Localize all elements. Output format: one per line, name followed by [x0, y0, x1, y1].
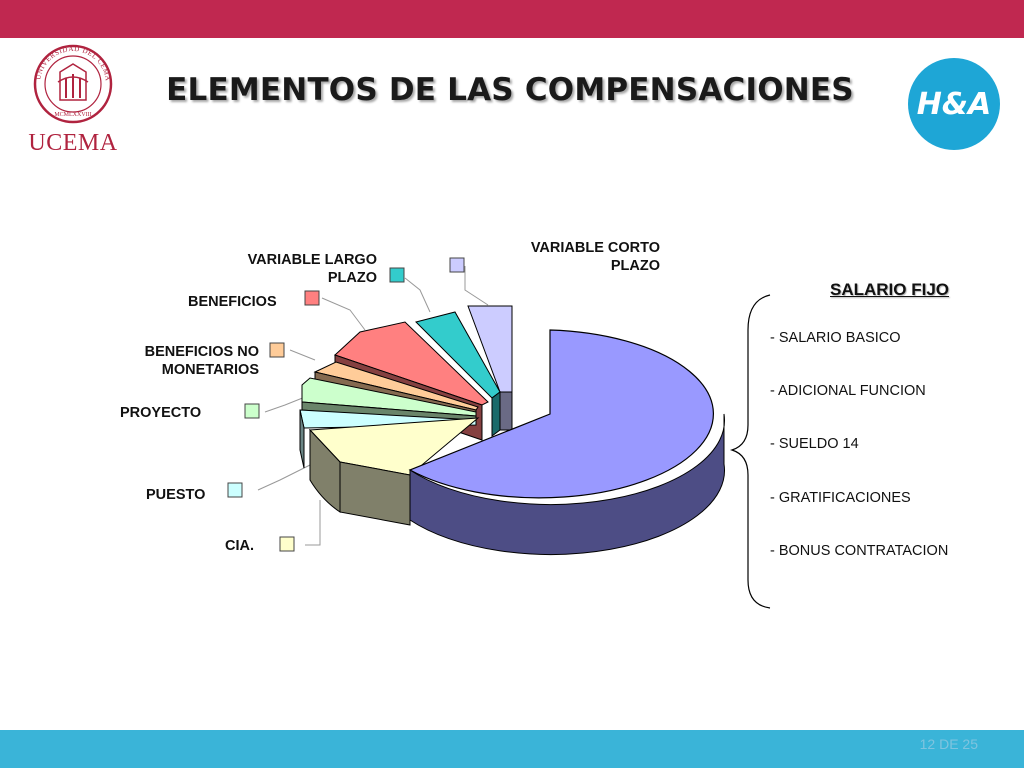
leader-line-cia	[305, 500, 321, 546]
leader-lines	[257, 266, 489, 546]
slice-salario-fijo	[408, 329, 725, 555]
slice-cia	[308, 417, 480, 526]
salario-fijo-title: SALARIO FIJO	[830, 280, 950, 299]
svg-text:MCMLXXVIII: MCMLXXVIII	[54, 112, 91, 118]
label-beneficios: BENEFICIOS	[188, 294, 277, 310]
top-bar	[0, 0, 1024, 38]
label-variable-largo: VARIABLE LARGO PLAZO	[247, 252, 377, 286]
ucema-seal-logo: UNIVERSIDAD DEL CEMA MCMLXXVIII	[33, 44, 113, 124]
label-proyecto: PROYECTO	[120, 405, 202, 421]
salario-item-1: - SALARIO BASICO	[770, 330, 901, 346]
swatch-beneficios	[304, 290, 320, 306]
bottom-bar: 12 DE 25	[0, 730, 1024, 768]
brace	[729, 294, 771, 609]
label-puesto: PUESTO	[146, 487, 206, 503]
ha-logo-text: H&A	[917, 87, 992, 122]
label-variable-corto: VARIABLE CORTO PLAZO	[530, 240, 660, 274]
page-number: 12 DE 25	[919, 736, 978, 752]
leader-line-var-corto	[464, 266, 489, 306]
page-title: ELEMENTOS DE LAS COMPENSACIONES	[166, 72, 854, 108]
leader-line-benef-nm	[289, 349, 316, 361]
leader-line-var-largo	[404, 277, 431, 313]
leader-line-proyecto	[264, 396, 306, 413]
salario-item-5: - BONUS CONTRATACION	[770, 543, 949, 559]
swatch-puesto	[227, 482, 243, 498]
ucema-logo-text: UCEMA	[28, 130, 118, 156]
label-beneficios-no-monetarios: BENEFICIOS NO MONETARIOS	[144, 344, 259, 378]
label-cia: CIA.	[225, 538, 254, 554]
swatch-proyecto	[244, 403, 260, 419]
salario-item-4: - GRATIFICACIONES	[770, 490, 911, 506]
slice-variable-largo	[415, 311, 501, 437]
salario-item-2: - ADICIONAL FUNCION	[770, 383, 926, 399]
swatch-var-largo	[389, 267, 405, 283]
ha-logo: H&A	[908, 58, 1000, 150]
swatch-benef-nm	[269, 342, 285, 358]
swatch-var-corto	[449, 257, 465, 273]
leader-line-puesto	[257, 464, 311, 491]
salario-item-3: - SUELDO 14	[770, 436, 859, 452]
swatch-cia	[279, 536, 295, 552]
leader-line-beneficios	[321, 297, 366, 331]
